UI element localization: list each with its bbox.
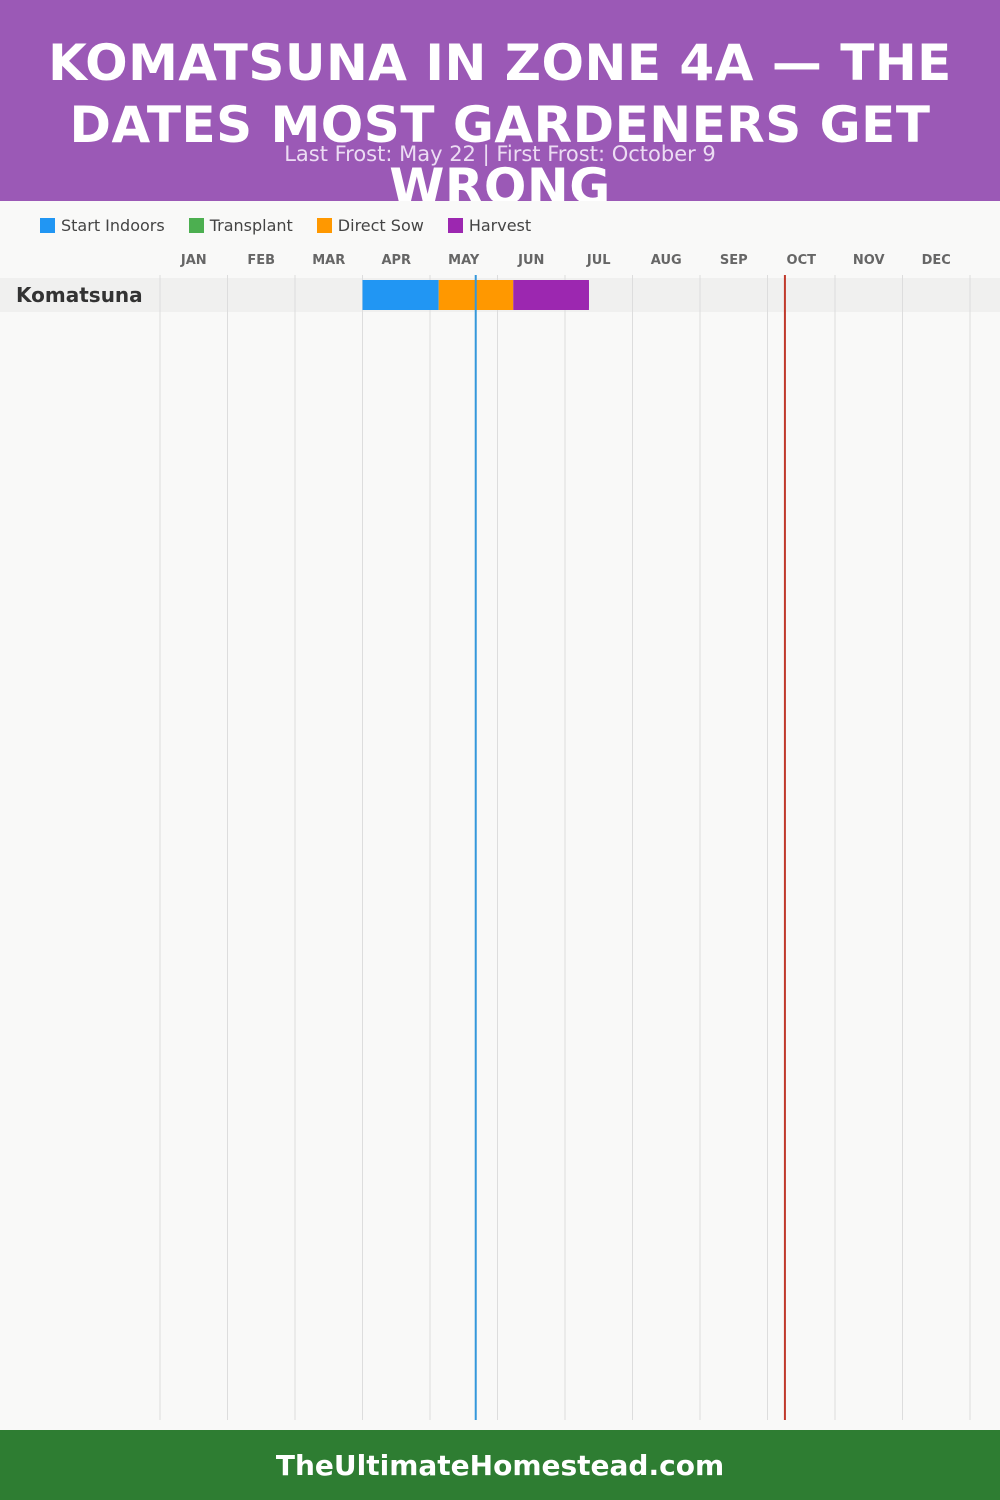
bar-cap-start [362,280,371,310]
legend-swatch [40,217,55,233]
legend-label: Transplant [209,215,293,235]
legend-label: Start Indoors [61,215,165,235]
month-label-sep: SEP [720,253,748,268]
legend-swatch [188,217,204,233]
month-label-aug: AUG [651,253,682,268]
month-label-mar: MAR [312,253,345,268]
legend-swatch [316,217,332,233]
bar-start-indoors [362,280,439,310]
row-label: Komatsuna [16,283,143,307]
legend-swatch [447,217,463,233]
month-label-dec: DEC [922,253,951,268]
legend-item-harvest: Harvest [447,215,532,235]
legend-item-start-indoors: Start Indoors [40,216,165,235]
legend-item-transplant: Transplant [188,215,293,235]
footer-banner: TheUltimateHomestead.com [0,1430,1000,1500]
legend-label: Harvest [468,215,532,235]
site-url: TheUltimateHomestead.com [275,1448,725,1482]
legend: Start Indoors Transplant Direct Sow Harvest [40,214,555,236]
page-title: KOMATSUNA IN ZONE 4A — THE DATES MOST GA… [48,34,952,201]
bar-harvest [513,280,589,310]
bar-cap-end [580,280,589,310]
planting-calendar-chart: JAN FEB MAR APR MAY JUN JUL AUG SEP OCT NOV DEC Koma… [0,253,1000,1420]
month-label-feb: FEB [247,253,275,268]
month-label-jun: JUN [517,253,544,268]
legend-label: Direct Sow [337,215,424,235]
month-label-oct: OCT [787,253,817,268]
month-label-jul: JUL [586,253,611,268]
legend-item-direct-sow: Direct Sow [316,215,424,235]
frost-dates-subtitle: Last Frost: May 22 | First Frost: Octobe… [284,142,716,166]
month-label-may: MAY [448,253,480,268]
month-label-apr: APR [381,253,411,268]
month-label-jan: JAN [180,253,207,268]
month-label-nov: NOV [853,253,885,268]
header-banner: KOMATSUNA IN ZONE 4A — THE DATES MOST GA… [0,0,1000,201]
